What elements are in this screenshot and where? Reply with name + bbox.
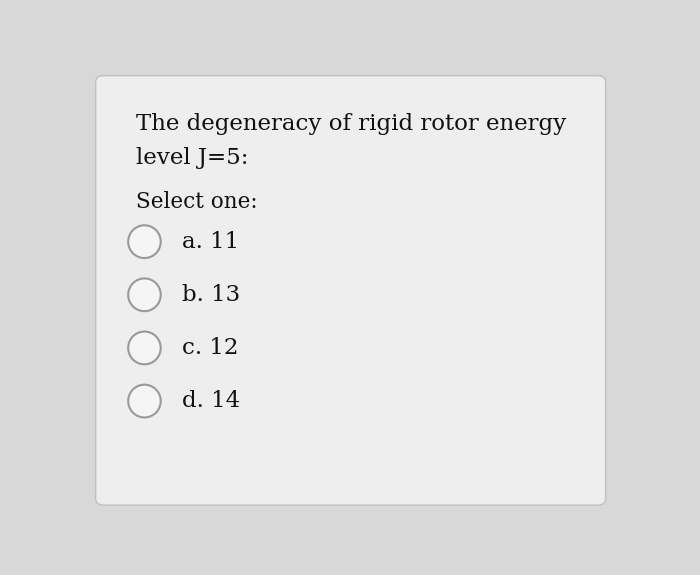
FancyBboxPatch shape: [96, 76, 606, 505]
Text: d. 14: d. 14: [183, 390, 241, 412]
Text: level J=5:: level J=5:: [136, 147, 248, 168]
Ellipse shape: [128, 332, 161, 365]
Text: Select one:: Select one:: [136, 191, 258, 213]
Text: a. 11: a. 11: [183, 231, 239, 252]
Ellipse shape: [128, 278, 161, 311]
Text: b. 13: b. 13: [183, 284, 241, 306]
Text: The degeneracy of rigid rotor energy: The degeneracy of rigid rotor energy: [136, 113, 566, 135]
Ellipse shape: [128, 225, 161, 258]
Text: c. 12: c. 12: [183, 337, 239, 359]
Ellipse shape: [128, 385, 161, 417]
